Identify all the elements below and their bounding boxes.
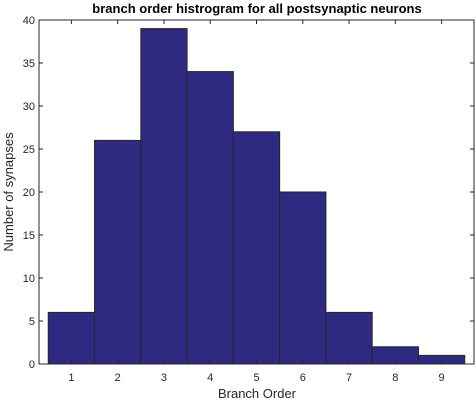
- x-tick-label: 9: [439, 372, 445, 384]
- y-tick-label: 20: [23, 187, 35, 199]
- chart-title: branch order histrogram for all postsyna…: [92, 1, 421, 16]
- y-ticks-group: 0 5 10 15 20 25 30 35 40: [23, 15, 474, 371]
- y-tick-label: 40: [23, 15, 35, 27]
- y-tick-label: 0: [29, 359, 35, 371]
- x-axis-label: Branch Order: [218, 386, 297, 401]
- x-tick-label: 7: [346, 372, 352, 384]
- histogram-bar-4: [186, 71, 234, 365]
- x-tick-label: 1: [68, 372, 74, 384]
- histogram-bar-3: [140, 28, 188, 365]
- x-ticks-group: 1 2 3 4 5 6 7 8 9: [68, 20, 445, 384]
- histogram-bar-7: [325, 311, 373, 365]
- y-axis-label: Number of synapses: [1, 132, 16, 252]
- histogram-bar-2: [94, 139, 142, 365]
- y-tick-label: 35: [23, 58, 35, 70]
- y-tick-label: 5: [29, 316, 35, 328]
- y-tick-label: 25: [23, 144, 35, 156]
- x-tick-label: 5: [253, 372, 259, 384]
- x-tick-label: 3: [161, 372, 167, 384]
- x-tick-label: 2: [115, 372, 121, 384]
- y-tick-label: 15: [23, 230, 35, 242]
- y-tick-label: 10: [23, 273, 35, 285]
- x-tick-label: 4: [207, 372, 213, 384]
- histogram-bar-5: [232, 131, 281, 365]
- histogram-bar-1: [47, 311, 96, 365]
- y-tick-label: 30: [23, 101, 35, 113]
- x-tick-label: 8: [392, 372, 398, 384]
- histogram-bar-6: [279, 191, 327, 365]
- x-tick-label: 6: [300, 372, 306, 384]
- bars-group: [47, 28, 466, 365]
